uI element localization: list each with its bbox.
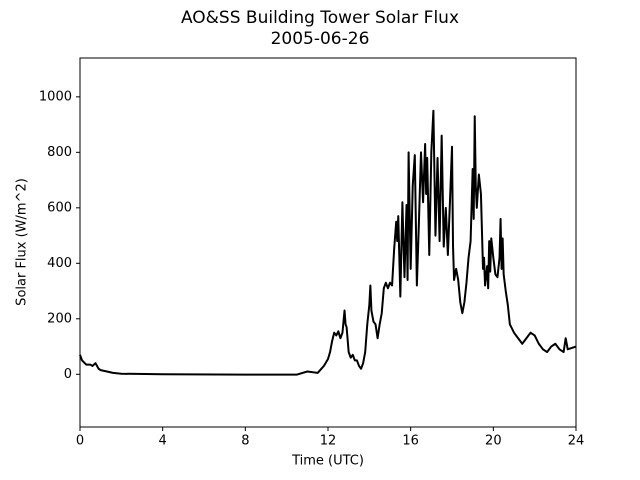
y-tick-label: 400 bbox=[47, 256, 72, 271]
y-tick-label: 800 bbox=[47, 145, 72, 160]
x-tick-label: 20 bbox=[485, 434, 502, 449]
x-tick-label: 8 bbox=[241, 434, 249, 449]
y-tick-label: 1000 bbox=[39, 89, 72, 104]
y-tick-label: 0 bbox=[64, 367, 72, 382]
x-axis-label: Time (UTC) bbox=[291, 454, 364, 469]
y-tick-label: 200 bbox=[47, 311, 72, 326]
x-tick-label: 16 bbox=[402, 434, 419, 449]
x-tick-label: 0 bbox=[76, 434, 84, 449]
chart-title: AO&SS Building Tower Solar Flux bbox=[181, 8, 459, 28]
y-tick-label: 600 bbox=[47, 200, 72, 215]
data-line bbox=[79, 109, 577, 376]
x-tick-label: 4 bbox=[159, 434, 167, 449]
x-tick-label: 12 bbox=[320, 434, 337, 449]
y-axis-label: Solar Flux (W/m^2) bbox=[15, 178, 30, 306]
x-tick-label: 24 bbox=[568, 434, 585, 449]
chart-subtitle: 2005-06-26 bbox=[271, 29, 370, 49]
